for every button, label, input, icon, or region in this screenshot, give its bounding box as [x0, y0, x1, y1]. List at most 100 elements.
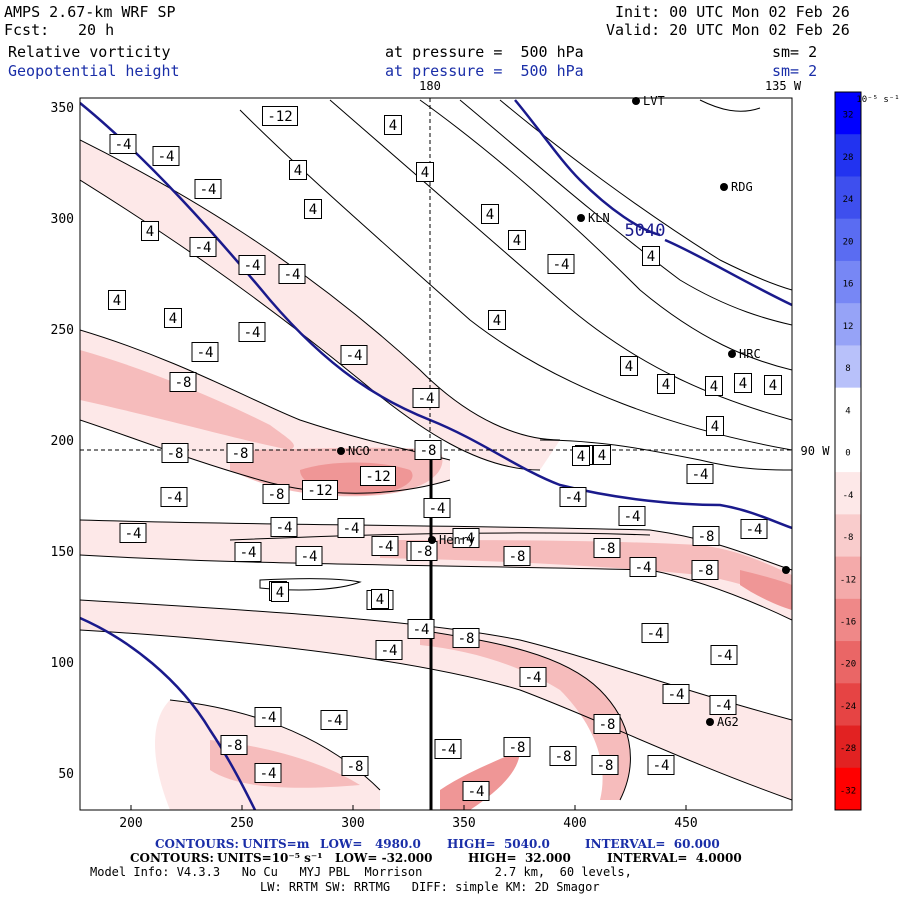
colorbar-tick-label: -28: [840, 744, 856, 754]
contour-label: -8: [414, 440, 442, 460]
contour-label: -4: [337, 518, 365, 538]
svg-text:-8: -8: [599, 717, 616, 733]
station-henry: Henry: [428, 533, 475, 547]
svg-text:-8: -8: [509, 740, 526, 756]
svg-text:-4: -4: [158, 149, 175, 165]
svg-text:4: 4: [421, 165, 429, 181]
contour-label: -4: [423, 498, 451, 518]
svg-text:4: 4: [577, 449, 585, 465]
contour-label: 4: [706, 416, 724, 436]
contour-label: -4: [119, 523, 147, 543]
contour-label: -4: [662, 684, 690, 704]
init-time: Init: 00 UTC Mon 02 Feb 26: [615, 3, 850, 21]
svg-text:HRC: HRC: [739, 347, 761, 361]
contour-label: 4: [593, 445, 611, 465]
contour-label: -4: [270, 517, 298, 537]
footer-vort-contours: CONTOURS:: [130, 851, 214, 865]
footer-height-high: HIGH= 5040.0: [447, 837, 550, 851]
footer-vort-high: HIGH= 32.000: [468, 851, 571, 865]
svg-text:AG2: AG2: [717, 715, 739, 729]
svg-text:-4: -4: [301, 549, 318, 565]
vorticity-shading: [80, 140, 792, 810]
contour-label: 4: [705, 376, 723, 396]
svg-text:4: 4: [376, 592, 384, 608]
pressure-level-1: at pressure = 500 hPa: [385, 43, 584, 61]
footer-vort-low: LOW= -32.000: [335, 851, 433, 865]
y-tick-label: 300: [51, 212, 74, 227]
svg-text:-8: -8: [416, 544, 433, 560]
contour-label: -4: [109, 134, 137, 154]
svg-text:4: 4: [169, 311, 177, 327]
y-tick-label: 100: [51, 656, 74, 671]
svg-text:-4: -4: [440, 742, 457, 758]
colorbar-swatch: [835, 683, 861, 727]
contour-label: -4: [371, 536, 399, 556]
colorbar-swatch: [835, 134, 861, 177]
x-tick-label: 450: [674, 816, 697, 831]
contour-label: -4: [641, 623, 669, 643]
station-kln: KLN: [577, 211, 610, 225]
contour-label: -4: [152, 146, 180, 166]
colorbar-tick-label: 4: [845, 406, 850, 416]
colorbar-tick-label: -4: [843, 491, 854, 501]
contour-label: -8: [226, 443, 254, 463]
contour-label: -8: [591, 755, 619, 775]
contour-label: -4: [547, 254, 575, 274]
svg-text:-4: -4: [125, 526, 142, 542]
svg-text:-4: -4: [166, 490, 183, 506]
colorbar-swatch: [835, 556, 861, 600]
contour-label: -8: [549, 746, 577, 766]
svg-text:-4: -4: [381, 643, 398, 659]
svg-text:-4: -4: [653, 758, 670, 774]
svg-text:-8: -8: [226, 738, 243, 754]
contour-label: -8: [503, 546, 531, 566]
svg-text:-4: -4: [429, 501, 446, 517]
field-vorticity: Relative vorticity: [8, 43, 171, 61]
x-tick-label: 400: [563, 816, 586, 831]
contour-label: -4: [295, 546, 323, 566]
svg-text:4: 4: [647, 249, 655, 265]
stations: LVT RDG KLN HRC NCO Henry AG2: [337, 94, 790, 729]
colorbar-tick-label: 16: [843, 280, 854, 290]
colorbar-swatch: [835, 387, 861, 431]
svg-text:-4: -4: [276, 520, 293, 536]
contour-label: 4: [508, 230, 526, 250]
colorbar-swatch: [835, 429, 861, 473]
svg-text:4: 4: [486, 207, 494, 223]
contour-label: 4: [620, 356, 638, 376]
svg-text:-4: -4: [635, 560, 652, 576]
contour-label: -4: [238, 322, 266, 342]
svg-text:KLN: KLN: [588, 211, 610, 225]
svg-text:-4: -4: [716, 648, 733, 664]
contour-label: -8: [593, 538, 621, 558]
colorbar-tick-label: 32: [843, 111, 854, 121]
contour-label: 4: [572, 446, 590, 466]
colorbar-tick-label: 8: [845, 364, 850, 374]
contour-label: -4: [618, 506, 646, 526]
svg-text:-4: -4: [692, 467, 709, 483]
colorbar-swatch: [835, 92, 861, 135]
y-tick-label: 50: [58, 767, 74, 782]
colorbar-swatch: [835, 260, 861, 304]
colorbar-tick-label: -8: [843, 533, 854, 543]
forecast-hour: 20 h: [78, 21, 115, 39]
contour-label: -12: [360, 466, 396, 486]
svg-text:4: 4: [625, 359, 633, 375]
x-axis: 200 250 300 350 400 450: [119, 805, 698, 831]
footer-height-contours: CONTOURS:: [155, 837, 239, 851]
contour-label: -4: [709, 695, 737, 715]
svg-text:4: 4: [769, 378, 777, 394]
contour-label: -4: [452, 528, 480, 548]
svg-text:-4: -4: [377, 539, 394, 555]
colorbar-tick-label: -12: [840, 575, 856, 585]
colorbar-tick-label: 0: [845, 449, 850, 459]
svg-text:4: 4: [711, 419, 719, 435]
colorbar-swatch: [835, 218, 861, 262]
svg-text:-4: -4: [458, 531, 475, 547]
svg-text:4: 4: [309, 202, 317, 218]
colorbar-swatch: [835, 345, 861, 389]
svg-text:4: 4: [739, 376, 747, 392]
station-lvt: LVT: [632, 94, 665, 108]
svg-text:-4: -4: [260, 710, 277, 726]
svg-text:-4: -4: [525, 670, 542, 686]
